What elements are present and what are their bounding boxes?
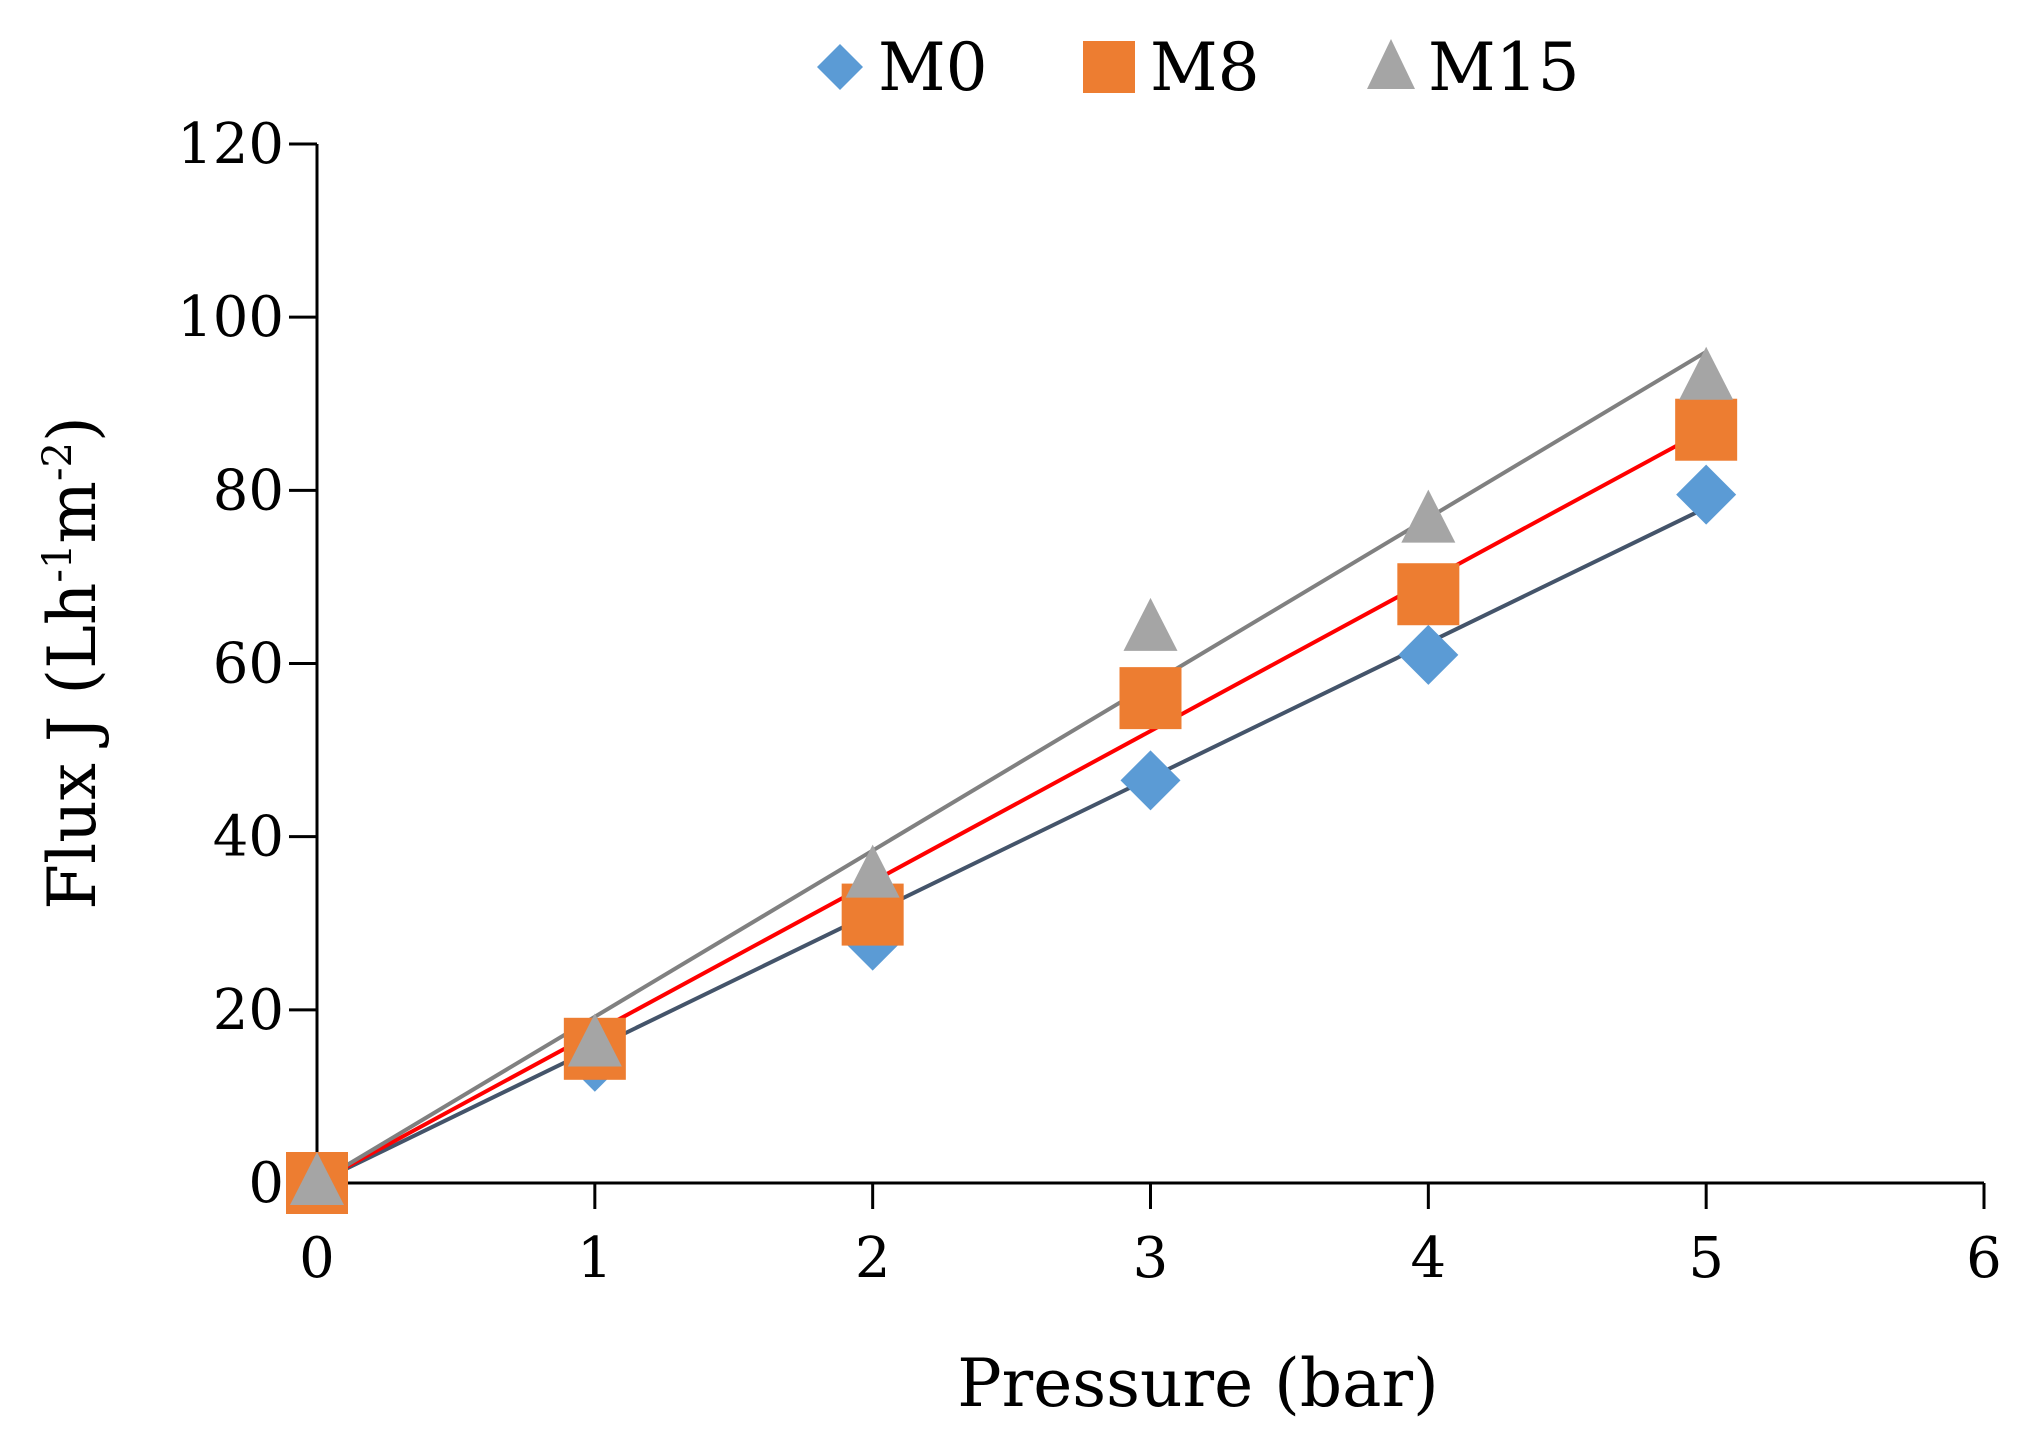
y-axis-title-mid: m — [34, 481, 111, 544]
y-tick-label: 0 — [248, 1151, 284, 1216]
y-axis-title-suffix: ) — [34, 416, 111, 442]
x-tick-label: 5 — [1688, 1226, 1724, 1291]
legend-label-m15: M15 — [1428, 29, 1580, 106]
data-point-m8 — [1675, 398, 1738, 461]
y-tick-label: 60 — [213, 632, 284, 697]
x-tick-label: 2 — [855, 1226, 891, 1291]
data-point-m15 — [845, 844, 900, 898]
data-point-m0 — [1120, 750, 1181, 811]
data-point-m0 — [1398, 624, 1459, 685]
y-tick-label: 100 — [177, 285, 284, 350]
x-tick-label: 3 — [1133, 1226, 1169, 1291]
data-point-m8 — [1397, 563, 1460, 626]
x-tick-label: 4 — [1411, 1226, 1447, 1291]
y-axis-title-sup2: -2 — [35, 442, 81, 481]
legend-label-m0: M0 — [878, 29, 988, 106]
y-axis-title-sup1: -1 — [35, 544, 81, 583]
legend-marker-m0 — [817, 44, 863, 90]
y-tick-label: 120 — [177, 112, 284, 177]
y-tick-label: 80 — [213, 458, 284, 523]
data-point-m0 — [1676, 464, 1737, 525]
data-markers — [286, 346, 1738, 1214]
data-point-m15 — [567, 1013, 622, 1067]
legend-marker-m8 — [1083, 41, 1135, 93]
trendlines — [315, 350, 1708, 1185]
y-tick-label: 40 — [213, 805, 284, 870]
x-tick-label: 1 — [577, 1226, 613, 1291]
data-point-m15 — [1401, 489, 1456, 543]
trendline-m0 — [316, 505, 1708, 1185]
y-tick-label: 20 — [213, 978, 284, 1043]
x-tick-label: 6 — [1966, 1226, 2002, 1291]
x-tick-label: 0 — [299, 1226, 335, 1291]
trendline-m8 — [316, 427, 1708, 1185]
legend: M0 M8 M15 — [817, 29, 1580, 106]
legend-marker-m15 — [1367, 39, 1415, 89]
trendline-m15 — [315, 350, 1708, 1185]
data-point-m8 — [1119, 667, 1182, 730]
y-axis-title-prefix: Flux J (Lh — [34, 583, 111, 910]
data-point-m15 — [1679, 346, 1734, 400]
data-point-m15 — [1123, 597, 1178, 651]
legend-label-m8: M8 — [1150, 29, 1260, 106]
data-point-m15 — [290, 1152, 344, 1205]
x-axis-title: Pressure (bar) — [957, 1345, 1439, 1422]
y-axis-title: Flux J (Lh-1m-2) — [34, 416, 111, 909]
axes: 0 20 40 60 80 100 120 0 1 2 3 4 5 6 — [177, 112, 2002, 1291]
